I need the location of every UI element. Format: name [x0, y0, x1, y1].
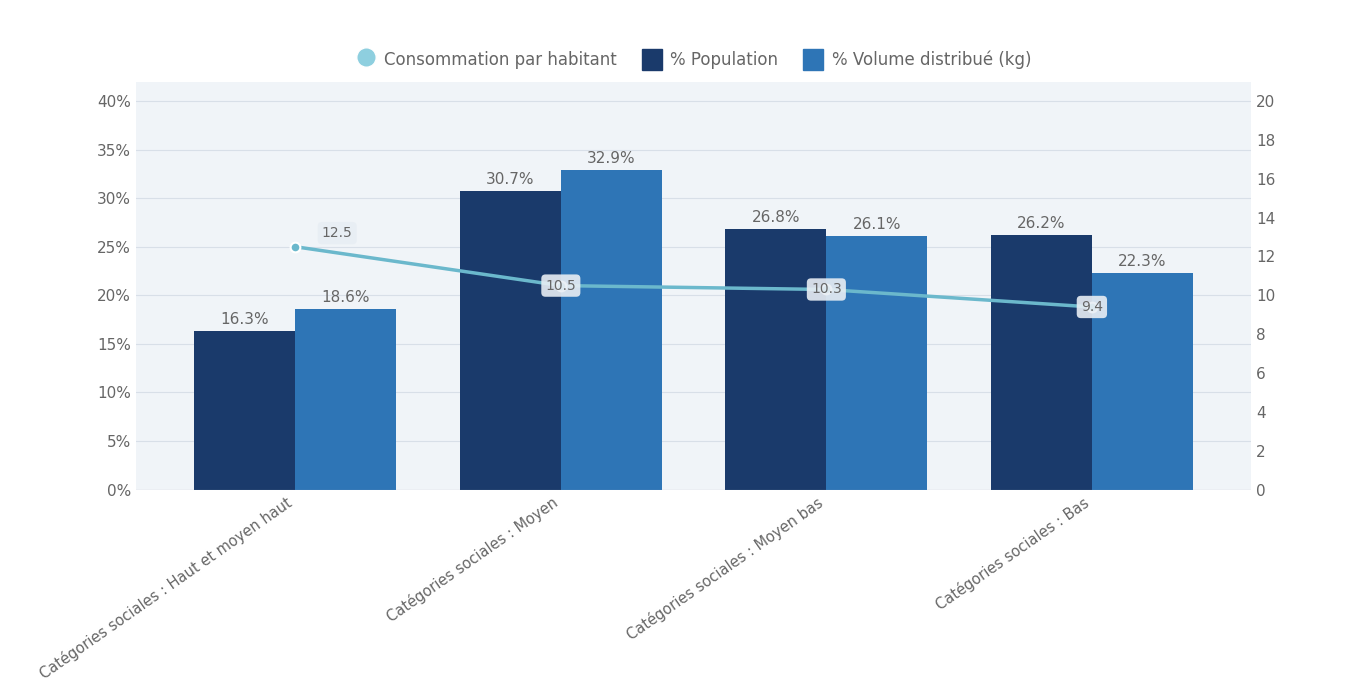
Text: 32.9%: 32.9% [588, 151, 635, 166]
Text: 9.4: 9.4 [1081, 300, 1103, 314]
Text: 10.3: 10.3 [811, 282, 842, 296]
Text: 10.5: 10.5 [545, 279, 577, 292]
Text: 16.3%: 16.3% [220, 312, 269, 327]
Text: 12.5: 12.5 [322, 226, 352, 240]
Text: 26.8%: 26.8% [752, 210, 800, 225]
Bar [560, 170, 662, 490]
Text: 30.7%: 30.7% [486, 173, 534, 188]
Text: 22.3%: 22.3% [1118, 254, 1167, 269]
Bar [991, 235, 1092, 490]
Bar [295, 309, 396, 490]
Text: 26.1%: 26.1% [853, 217, 902, 232]
Bar [725, 229, 827, 490]
Bar [1092, 273, 1193, 490]
Bar [827, 236, 928, 490]
Bar [194, 331, 295, 490]
Text: 18.6%: 18.6% [321, 290, 370, 305]
Text: 26.2%: 26.2% [1017, 216, 1066, 231]
Bar [460, 191, 560, 490]
Legend: Consommation par habitant, % Population, % Volume distribué (kg): Consommation par habitant, % Population,… [348, 41, 1039, 78]
